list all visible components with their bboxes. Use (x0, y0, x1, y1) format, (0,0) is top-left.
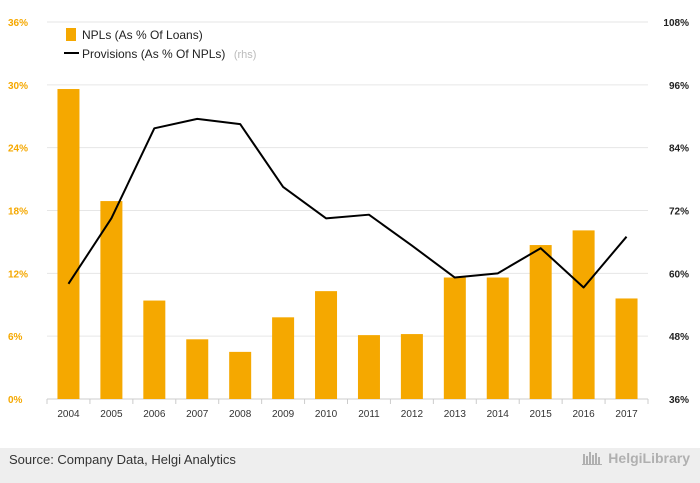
x-tick-label: 2008 (229, 409, 252, 420)
x-tick-label: 2012 (401, 409, 424, 420)
x-tick-label: 2006 (143, 409, 166, 420)
left-axis-ticks: 0% 6% 12% 18% 24% 30% 36% (8, 18, 28, 406)
legend: NPLs (As % Of Loans) Provisions (As % Of… (64, 28, 256, 62)
x-tick-label: 2015 (530, 409, 553, 420)
left-tick-label: 24% (8, 144, 28, 155)
left-tick-label: 12% (8, 269, 28, 280)
provisions-line-group (67, 117, 628, 289)
bar-npls (400, 334, 423, 399)
bar-npls (100, 201, 123, 399)
legend-label-provisions-rhs: (rhs) (234, 49, 257, 61)
bar-npls (229, 351, 252, 399)
footer: Source: Company Data, Helgi Analytics He… (0, 448, 700, 483)
bar-npls (529, 245, 552, 399)
bar-npls (272, 317, 295, 399)
bar-npls (615, 298, 638, 399)
legend-label-provisions: Provisions (As % Of NPLs) (rhs) (82, 45, 256, 62)
right-axis-ticks: 36% 48% 60% 72% 84% 96% 108% (663, 18, 689, 406)
bar-npls (572, 230, 595, 399)
x-tick-label: 2014 (487, 409, 510, 420)
x-tick-label: 2016 (572, 409, 595, 420)
chart: 0% 6% 12% 18% 24% 30% 36% 36% 48% 60% 72% 84% 96% 10… (8, 18, 689, 420)
bar-npls (357, 335, 380, 399)
legend-swatch-npls (66, 28, 76, 41)
bar-npls (443, 277, 466, 399)
x-tick-label: 2017 (615, 409, 638, 420)
right-tick-label: 108% (663, 18, 689, 29)
right-tick-label: 84% (669, 144, 689, 155)
x-tick-label: 2009 (272, 409, 295, 420)
bar-npls (186, 339, 209, 399)
right-tick-label: 36% (669, 395, 689, 406)
left-tick-label: 18% (8, 207, 28, 218)
x-tick-label: 2010 (315, 409, 338, 420)
x-axis-ticks: 2004 2005 2006 2007 2008 2009 2010 2011 2012 2013… (46, 399, 649, 420)
bars (57, 89, 638, 400)
left-tick-label: 0% (8, 395, 23, 406)
right-tick-label: 48% (669, 332, 689, 343)
legend-label-provisions-name: Provisions (As % Of NPLs) (82, 47, 225, 61)
left-tick-label: 30% (8, 81, 28, 92)
x-tick-label: 2013 (444, 409, 467, 420)
gridlines (47, 21, 648, 400)
right-tick-label: 96% (669, 81, 689, 92)
bar-npls (315, 291, 338, 399)
left-tick-label: 36% (8, 18, 28, 29)
legend-label-npls: NPLs (As % Of Loans) (82, 28, 203, 42)
x-tick-label: 2011 (358, 409, 380, 420)
x-tick-label: 2005 (100, 409, 123, 420)
x-tick-label: 2007 (186, 409, 209, 420)
bar-npls (57, 89, 80, 400)
right-tick-label: 60% (669, 269, 689, 280)
helgilibrary-logo[interactable]: HelgiLibrary (582, 450, 690, 466)
x-tick-label: 2004 (57, 409, 80, 420)
library-icon (582, 452, 603, 465)
brand-name: HelgiLibrary (608, 450, 690, 466)
right-tick-label: 72% (669, 207, 689, 218)
bar-npls (486, 277, 509, 399)
bar-npls (143, 300, 166, 399)
provisions-line (67, 117, 628, 289)
left-tick-label: 6% (8, 332, 23, 343)
source-text: Source: Company Data, Helgi Analytics (9, 452, 236, 467)
